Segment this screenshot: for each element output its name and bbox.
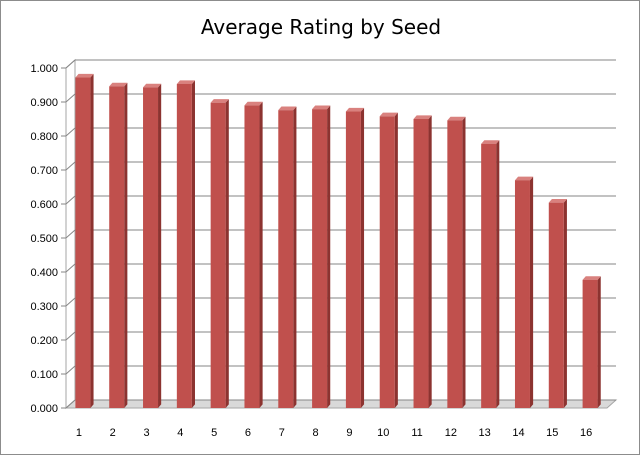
x-tick-label: 12 <box>445 427 457 439</box>
bar-side <box>259 101 263 409</box>
bar-side <box>293 106 297 408</box>
bar <box>447 120 463 409</box>
bar-top <box>244 101 263 106</box>
bar-top <box>312 105 331 110</box>
x-tick-label: 14 <box>512 427 524 439</box>
bar-side <box>191 80 195 408</box>
bar <box>514 180 530 408</box>
y-tick-label: 0.600 <box>30 199 58 211</box>
gridline-depth <box>65 195 76 205</box>
gridline-depth <box>65 365 76 375</box>
gridline-depth <box>65 93 76 103</box>
y-tick-label: 0.900 <box>30 97 58 109</box>
bar-side <box>529 176 534 408</box>
x-tick-label: 6 <box>245 427 251 439</box>
x-tick-label: 4 <box>177 427 183 439</box>
gridline-depth <box>65 127 76 137</box>
bar <box>548 202 564 408</box>
bar-side <box>462 116 466 408</box>
bar-top <box>379 112 398 117</box>
bar-top <box>278 106 297 111</box>
bar <box>481 143 497 408</box>
bar <box>278 110 294 408</box>
x-tick-label: 7 <box>279 427 285 439</box>
y-axis-tick-labels: 0.000 0.100 0.200 0.300 0.400 0.500 0.600 0.700… <box>30 63 58 415</box>
x-tick-label: 8 <box>313 427 319 439</box>
bar-top <box>143 83 162 88</box>
gridline-depth <box>65 229 76 239</box>
gridline-depth <box>65 331 76 341</box>
bar-side <box>90 73 94 409</box>
bar <box>75 77 91 409</box>
bar <box>345 111 361 409</box>
bar-top <box>413 115 432 119</box>
bar <box>413 119 429 408</box>
bar-side <box>158 83 162 408</box>
y-tick-label: 1.000 <box>30 63 58 75</box>
gridline-depth <box>65 399 76 409</box>
x-tick-label: 2 <box>110 427 116 439</box>
bar-top <box>548 199 567 203</box>
bar-top <box>109 82 128 87</box>
y-tick-label: 0.000 <box>30 403 58 415</box>
gridline-depth <box>65 59 76 69</box>
x-tick-label: 15 <box>546 427 558 439</box>
y-tick-label: 0.700 <box>30 165 58 177</box>
x-tick-label: 3 <box>143 427 149 439</box>
bar-top <box>176 80 195 84</box>
bars <box>75 73 601 409</box>
bar-side <box>394 112 398 409</box>
bar <box>210 102 226 409</box>
x-tick-label: 1 <box>76 427 82 439</box>
bar <box>176 83 192 408</box>
bar-top <box>345 107 365 112</box>
x-tick-label: 16 <box>580 427 592 439</box>
gridline-depth <box>65 297 76 307</box>
bar-top <box>447 116 466 121</box>
bar-side <box>597 276 601 408</box>
y-tick-label: 0.800 <box>30 131 58 143</box>
bar <box>379 116 395 408</box>
x-tick-label: 10 <box>377 427 389 439</box>
bar <box>582 279 598 408</box>
bar-top <box>481 140 500 144</box>
x-tick-label: 11 <box>411 427 422 439</box>
bar-top <box>514 176 534 181</box>
bar-side <box>563 199 567 408</box>
bar-side <box>360 107 365 409</box>
bar <box>244 105 260 409</box>
x-tick-label: 13 <box>479 427 491 439</box>
y-tick-label: 0.500 <box>30 233 58 245</box>
bar <box>143 87 159 408</box>
bar-top <box>75 73 94 78</box>
bar-side <box>124 82 128 408</box>
bar-top <box>582 276 601 280</box>
gridline-depth <box>65 161 76 171</box>
bar-side <box>428 115 432 409</box>
y-tick-label: 0.300 <box>30 301 58 313</box>
bar <box>312 109 328 408</box>
y-tick-label: 0.400 <box>30 267 58 279</box>
y-tick-label: 0.100 <box>30 369 58 381</box>
bar-side <box>327 105 331 408</box>
gridline-depth <box>65 263 76 273</box>
bar-side <box>496 140 500 408</box>
y-tick-label: 0.200 <box>30 335 58 347</box>
chart-title: Average Rating by Seed <box>201 15 441 39</box>
x-axis-tick-labels: 1 2 3 4 5 6 7 8 9 10 11 12 13 14 15 16 <box>76 427 592 439</box>
bar-side <box>225 99 229 408</box>
bar-top <box>210 99 229 103</box>
bar <box>109 86 125 409</box>
x-tick-label: 9 <box>346 427 352 439</box>
x-tick-label: 5 <box>211 427 217 439</box>
